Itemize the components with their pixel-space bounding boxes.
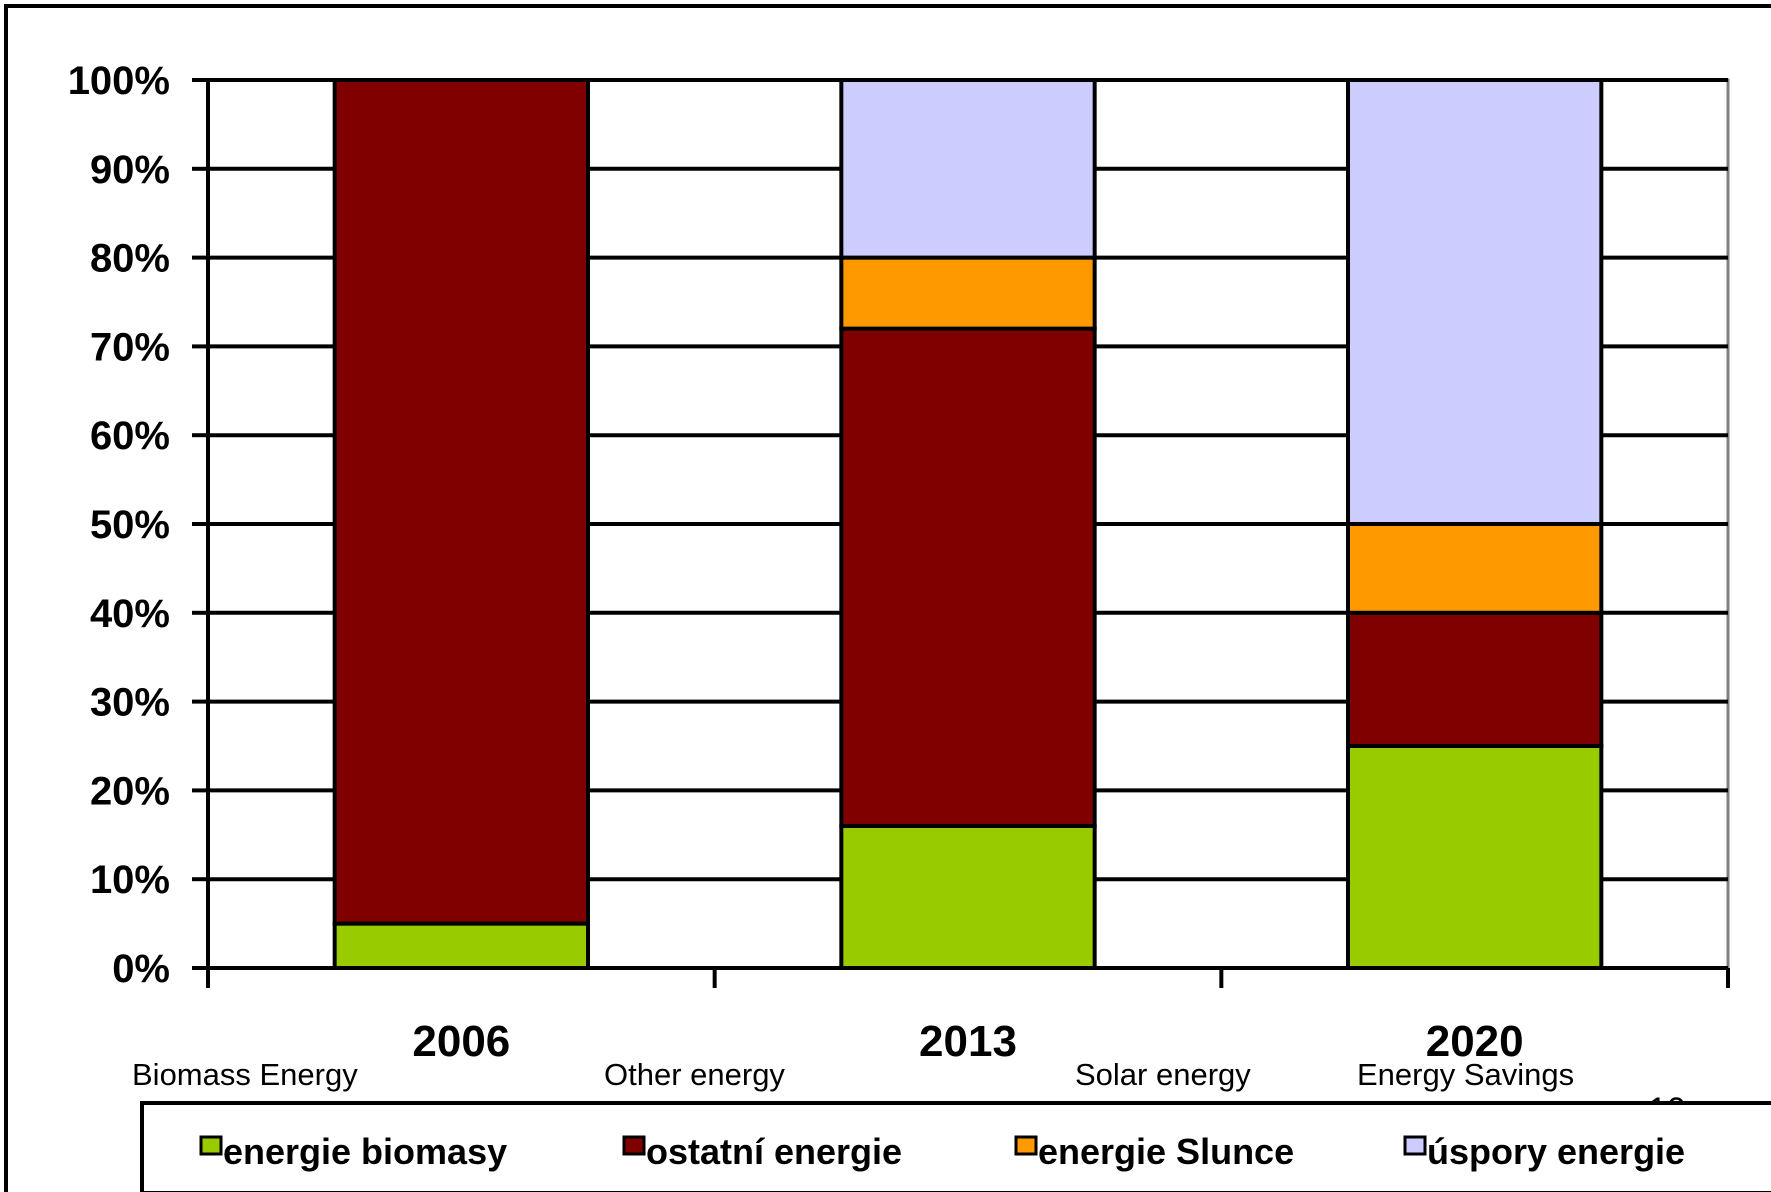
bar-segment bbox=[1346, 610, 1604, 748]
y-tick-label: 10% bbox=[90, 858, 170, 902]
bar-segment bbox=[839, 823, 1097, 970]
bar-segment bbox=[839, 255, 1097, 331]
bar-segment bbox=[332, 78, 590, 926]
x-category-label: 2013 bbox=[919, 1017, 1017, 1066]
x-category-label: 2006 bbox=[412, 1017, 510, 1066]
y-tick-label: 30% bbox=[90, 681, 170, 725]
bars bbox=[332, 78, 1604, 970]
y-tick-label: 0% bbox=[112, 947, 170, 991]
x-category-labels: 2006 2013 2020 bbox=[412, 1017, 1523, 1066]
bar-segment bbox=[1346, 78, 1604, 526]
legend-label: energie Slunce bbox=[1038, 1131, 1294, 1172]
y-tick-label: 40% bbox=[90, 592, 170, 636]
bar-segment bbox=[1346, 744, 1604, 970]
legend-box bbox=[140, 1101, 1771, 1192]
translation-label: Other energy bbox=[604, 1057, 785, 1092]
legend-swatch bbox=[1014, 1135, 1038, 1156]
legend-label: ostatní energie bbox=[646, 1131, 902, 1172]
y-tick-label: 90% bbox=[90, 148, 170, 192]
bar-segment bbox=[1346, 522, 1604, 615]
legend-swatch bbox=[1403, 1135, 1427, 1156]
legend-label: úspory energie bbox=[1427, 1131, 1685, 1172]
y-tick-label: 60% bbox=[90, 414, 170, 458]
translation-label: Solar energy bbox=[1075, 1057, 1251, 1092]
axes bbox=[192, 78, 1730, 988]
bar-segment bbox=[839, 78, 1097, 260]
y-tick-label: 80% bbox=[90, 237, 170, 281]
y-tick-label: 50% bbox=[90, 503, 170, 547]
y-tick-label: 70% bbox=[90, 325, 170, 369]
bar-segment bbox=[839, 326, 1097, 828]
y-tick-label: 100% bbox=[68, 59, 170, 103]
legend: energie biomasy ostatní energie energie Sl… bbox=[199, 1131, 1685, 1172]
translation-label: Energy Savings bbox=[1357, 1057, 1574, 1092]
y-tick-labels: 0% 10% 20% 30% 40% 50% 60% 70% 80% 90% 100% bbox=[68, 59, 170, 991]
y-tick-label: 20% bbox=[90, 769, 170, 813]
x-category-label: 2020 bbox=[1426, 1017, 1524, 1066]
bar-segment bbox=[332, 921, 590, 970]
legend-label: energie biomasy bbox=[223, 1131, 507, 1172]
legend-swatch bbox=[622, 1135, 646, 1156]
translation-label: Biomass Energy bbox=[132, 1057, 358, 1092]
legend-swatch bbox=[199, 1135, 223, 1156]
english-translations: Biomass Energy Other energy Solar energy En… bbox=[132, 1057, 1574, 1092]
